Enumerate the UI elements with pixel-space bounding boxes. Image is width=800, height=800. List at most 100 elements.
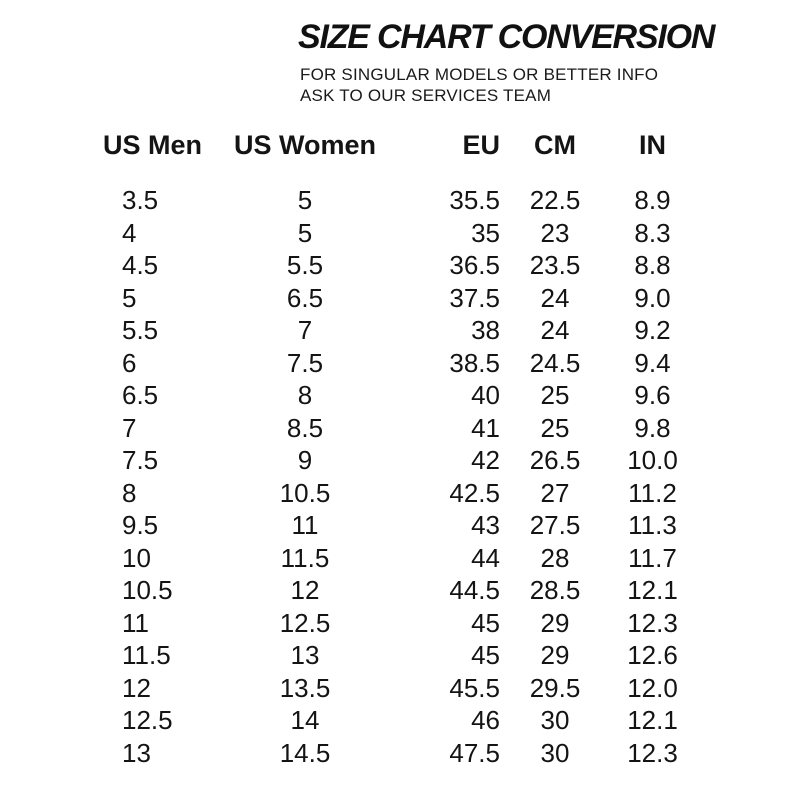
table-cell: 4 [122,217,137,248]
table-cell: 29 [540,640,570,670]
table-cell: 42.5 [449,477,500,508]
table-row: 5.5 7 38 24 9.2 [100,314,700,347]
table-cell: 47.5 [449,737,500,768]
table-cell: 12.1 [627,705,678,735]
table-row: 8 10.5 42.5 27 11.2 [100,477,700,510]
table-cell: 40 [471,380,500,410]
table-cell: 7 [297,315,313,345]
table-cell: 5.5 [122,315,159,345]
table-cell: 44.5 [449,575,500,605]
table-row: 6 7.5 38.5 24.5 9.4 [100,347,700,380]
table-cell: 8.9 [634,185,671,215]
table-cell: 38 [471,315,500,345]
table-cell: 7.5 [286,347,324,378]
size-conversion-table: US Men US Women EU CM IN 3.5 5 35.5 22.5 8.9 4 5 35… [100,130,700,769]
table-cell: 9.4 [634,347,671,378]
table-cell: 28.5 [529,575,581,605]
table-cell: 12.5 [122,705,173,735]
table-cell: 35 [471,217,500,248]
table-cell: 46 [471,705,500,735]
table-row: 7.5 9 42 26.5 10.0 [100,444,700,477]
table-cell: 12.5 [279,607,331,638]
table-row: 6.5 8 40 25 9.6 [100,379,700,412]
table-cell: 9.2 [634,315,671,345]
table-cell: 11.3 [628,510,677,540]
table-cell: 25 [540,380,570,410]
table-cell: 28 [540,542,570,573]
table-cell: 6.5 [122,380,159,410]
table-row: 11 12.5 45 29 12.3 [100,607,700,640]
table-cell: 12.6 [627,640,678,670]
table-cell: 5.5 [286,250,324,280]
table-cell: 27.5 [529,510,581,540]
table-cell: 8.8 [634,250,671,280]
page-title: SIZE CHART CONVERSION [298,18,715,56]
table-cell: 8.3 [634,217,671,248]
table-cell: 45 [471,640,500,670]
table-row: 7 8.5 41 25 9.8 [100,412,700,445]
header-block: SIZE CHART CONVERSION FOR SINGULAR MODEL… [298,18,715,106]
subtitle-line-2: ASK TO OUR SERVICES TEAM [300,86,552,105]
table-cell: 27 [540,477,570,508]
table-cell: 12.3 [627,607,678,638]
table-row: 12.5 14 46 30 12.1 [100,704,700,737]
table-cell: 9.6 [634,380,671,410]
table-cell: 29 [540,607,570,638]
table-cell: 41 [471,412,500,443]
table-cell: 6.5 [286,282,324,313]
table-cell: 10.0 [627,445,678,475]
table-cell: 44 [471,542,500,573]
table-row: 10.5 12 44.5 28.5 12.1 [100,574,700,607]
table-cell: 45 [471,607,500,638]
table-cell: 12 [122,672,151,703]
table-cell: 12 [290,575,320,605]
table-cell: 11.5 [122,640,171,670]
table-cell: 36.5 [449,250,500,280]
table-cell: 12.1 [627,575,678,605]
table-header-row: US Men US Women EU CM IN [100,130,700,184]
table-row: 13 14.5 47.5 30 12.3 [100,737,700,770]
table-row: 3.5 5 35.5 22.5 8.9 [100,184,700,217]
table-row: 4 5 35 23 8.3 [100,217,700,250]
table-cell: 43 [471,510,500,540]
table-cell: 38.5 [449,347,500,378]
table-cell: 23 [540,217,570,248]
table-cell: 30 [540,705,570,735]
table-cell: 11.7 [628,542,677,573]
table-row: 9.5 11 43 27.5 11.3 [100,509,700,542]
table-cell: 5 [297,185,313,215]
table-cell: 11.2 [628,477,677,508]
table-cell: 10.5 [279,477,331,508]
table-cell: 42 [471,445,500,475]
table-cell: 7.5 [122,445,159,475]
table-cell: 26.5 [529,445,581,475]
page-subtitle: FOR SINGULAR MODELS OR BETTER INFO ASK T… [300,64,714,106]
table-cell: 4.5 [122,250,159,280]
table-cell: 12.3 [627,737,678,768]
table-row: 10 11.5 44 28 11.7 [100,542,700,575]
table-cell: 10 [122,542,151,573]
table-cell: 35.5 [449,185,500,215]
table-cell: 3.5 [122,185,159,215]
table-cell: 11 [291,510,319,540]
table-cell: 8 [297,380,313,410]
table-cell: 24 [540,282,570,313]
table-row: 4.5 5.5 36.5 23.5 8.8 [100,249,700,282]
subtitle-line-1: FOR SINGULAR MODELS OR BETTER INFO [300,65,659,84]
table-cell: 10.5 [122,575,173,605]
table-cell: 7 [122,412,137,443]
table-cell: 12.0 [627,672,678,703]
column-header-us-women: US Women [233,130,376,160]
table-cell: 37.5 [449,282,500,313]
table-cell: 5 [297,217,313,248]
table-cell: 5 [122,282,137,313]
column-header-us-men: US Men [103,130,203,160]
table-cell: 9.0 [634,282,671,313]
table-cell: 6 [122,347,137,378]
table-cell: 13.5 [279,672,331,703]
table-cell: 11.5 [280,542,330,573]
table-cell: 45.5 [449,672,500,703]
table-cell: 24 [540,315,570,345]
table-cell: 8.5 [286,412,324,443]
